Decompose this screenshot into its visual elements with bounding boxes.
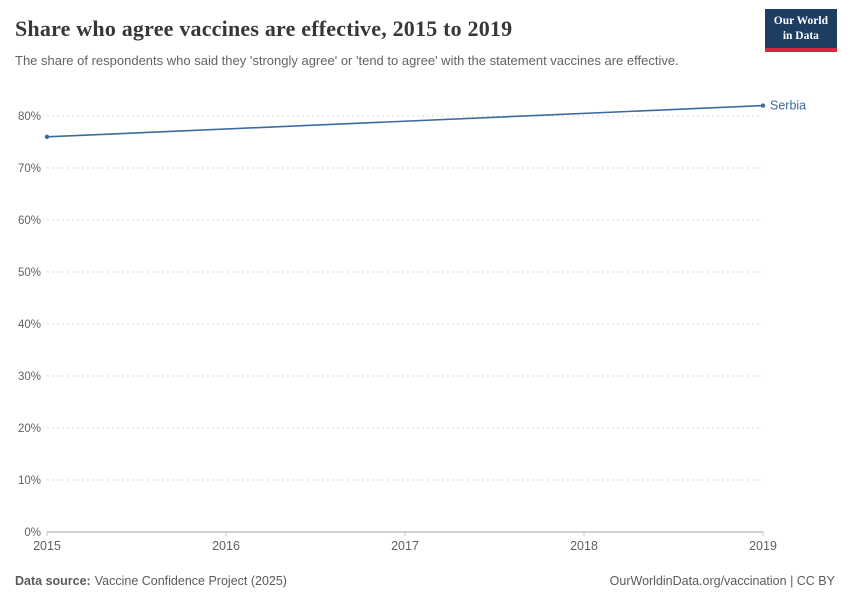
chart-footer: Data source: Vaccine Confidence Project (…: [0, 574, 850, 588]
y-tick-label: 0%: [24, 527, 41, 539]
line-chart: 0% 10% 20% 30% 40% 50% 60% 70% 80% 2015 2016 2017 20…: [18, 99, 806, 553]
owid-logo-line1: Our World: [773, 15, 828, 27]
x-tick-label: 2015: [33, 539, 61, 553]
y-tick-label: 10%: [18, 475, 41, 487]
y-tick-label: 30%: [18, 371, 41, 383]
chart-title: Share who agree vaccines are effective, …: [15, 16, 513, 41]
y-tick-label: 40%: [18, 319, 41, 331]
chart-area: 0% 10% 20% 30% 40% 50% 60% 70% 80% 2015 2016 2017 20…: [0, 95, 850, 565]
data-point: [44, 134, 50, 139]
y-tick-label: 50%: [18, 267, 41, 279]
chart-subtitle: The share of respondents who said they '…: [15, 53, 679, 68]
y-tick-label: 60%: [18, 215, 41, 227]
x-tick-label: 2017: [391, 539, 419, 553]
series-line: [46, 104, 764, 138]
data-point: [760, 103, 766, 108]
x-tick-label: 2019: [749, 539, 777, 553]
data-source-value: Vaccine Confidence Project (2025): [94, 574, 287, 588]
x-tick-label: 2018: [570, 539, 598, 553]
y-tick-label: 20%: [18, 423, 41, 435]
license-link[interactable]: OurWorldinData.org/vaccination | CC BY: [609, 574, 835, 588]
x-tick-label: 2016: [212, 539, 240, 553]
y-tick-label: 70%: [18, 163, 41, 175]
owid-logo: Our World in Data: [764, 9, 837, 52]
y-tick-label: 80%: [18, 111, 41, 123]
data-source-label: Data source:: [15, 574, 91, 588]
series-end-label: Serbia: [770, 99, 806, 113]
data-source: Data source: Vaccine Confidence Project (…: [15, 574, 287, 588]
owid-logo-line2: in Data: [782, 29, 819, 42]
